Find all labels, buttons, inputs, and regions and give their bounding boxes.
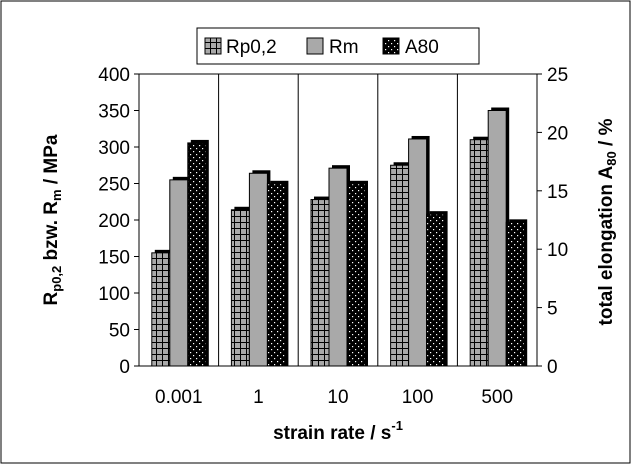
bar-A80-10 <box>346 180 368 367</box>
right-tick-label: 15 <box>547 182 568 203</box>
bar-Rp0,2-100 <box>390 162 412 367</box>
right-tick-label: 5 <box>547 299 558 320</box>
legend-swatch-rm <box>306 37 324 55</box>
bar-Rm-10 <box>328 165 350 367</box>
left-tick-label: 150 <box>98 248 130 269</box>
legend-swatch-a80 <box>382 37 400 55</box>
bar-Rm-500 <box>487 107 510 367</box>
bar-Rp0,2-500 <box>469 136 492 367</box>
left-tick-label: 100 <box>98 284 130 305</box>
x-tick-label: 100 <box>402 387 434 408</box>
right-tick-label: 25 <box>547 65 568 86</box>
x-tick-label: 1 <box>253 387 264 408</box>
right-tick-label: 10 <box>547 240 568 261</box>
legend-label-rp: Rp0,2 <box>226 37 277 58</box>
left-tick-label: 350 <box>98 102 130 123</box>
gridlines <box>218 74 458 366</box>
x-tick-label: 500 <box>481 387 513 408</box>
x-axis-title: strain rate / s-1 <box>273 418 403 444</box>
legend-label-rm: Rm <box>329 37 359 58</box>
y-axis-right-title: total elongation A80 / % <box>596 118 619 325</box>
right-axis: 0 5 10 15 20 25 <box>537 65 568 378</box>
bar-A80-0.001 <box>187 139 209 367</box>
bar-A80-500 <box>505 219 528 367</box>
bars <box>151 107 528 367</box>
legend-label-a80: A80 <box>405 37 439 58</box>
x-tick-label: 0.001 <box>155 387 203 408</box>
legend-box <box>196 27 480 65</box>
legend: Rp0,2 Rm A80 <box>196 27 480 65</box>
left-tick-label: 250 <box>98 175 130 196</box>
bar-Rm-100 <box>408 135 430 367</box>
left-tick-label: 0 <box>119 357 130 378</box>
right-tick-label: 0 <box>547 357 558 378</box>
bar-Rp0,2-10 <box>310 196 332 367</box>
y-axis-left-title: Rp0,2 bzw. Rm / MPa <box>41 134 64 305</box>
plot-area <box>138 73 538 367</box>
left-tick-label: 50 <box>109 321 130 342</box>
bar-Rm-1 <box>248 170 271 367</box>
legend-swatch-rp <box>204 37 222 55</box>
bar-A80-100 <box>426 211 448 367</box>
left-tick-label: 300 <box>98 138 130 159</box>
bar-A80-1 <box>266 180 289 367</box>
left-axis: 0 50 100 150 200 250 300 350 400 <box>98 65 139 378</box>
right-tick-label: 20 <box>547 123 568 144</box>
x-tick-label: 10 <box>327 387 348 408</box>
x-axis: 0.001 1 10 100 500 <box>155 387 513 408</box>
left-tick-label: 200 <box>98 211 130 232</box>
left-tick-label: 400 <box>98 65 130 86</box>
